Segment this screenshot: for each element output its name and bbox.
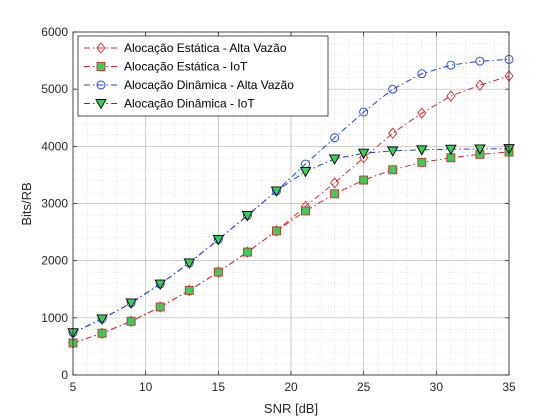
x-tick-label: 10 [139,380,153,394]
data-point [359,175,369,185]
data-point [241,211,254,222]
x-tick-label: 35 [502,380,516,394]
data-point [446,90,456,102]
data-point [212,235,225,246]
x-axis-ticks: 5 10 15 20 25 30 35 [70,32,516,394]
data-point [359,152,369,164]
legend-label: Alocação Estática - Alta Vazão [124,41,287,55]
legend-item-2: Alocação Estática - IoT [84,60,248,74]
y-tick-label: 5000 [41,82,68,96]
data-point [330,177,340,189]
legend-item-4: Alocação Dinâmica - IoT [84,97,255,111]
data-point [97,328,107,338]
data-point [242,247,252,257]
data-point [155,302,165,312]
legend-marker [96,42,106,54]
data-point [445,144,457,156]
legend-box [77,35,329,117]
y-tick-label: 6000 [41,25,68,39]
x-tick-label: 5 [70,380,77,394]
data-point [475,79,485,91]
x-tick-label: 30 [430,380,444,394]
data-point [301,206,310,216]
x-tick-label: 20 [284,380,298,394]
data-point [417,69,427,79]
legend-item-1: Alocação Estática - Alta Vazão [84,41,287,55]
data-point [330,189,340,199]
series-line-2 [72,151,510,344]
data-point [96,314,108,325]
data-point [184,285,194,295]
data-point [388,127,398,139]
data-point [126,316,136,326]
y-tick-label: 2000 [41,254,68,268]
y-tick-label: 4000 [41,139,68,153]
data-point [416,145,428,156]
data-point [270,186,283,197]
data-point [357,148,370,160]
series-line-4 [72,148,510,334]
data-point [330,133,340,143]
data-point [386,146,399,157]
legend: Alocação Estática - Alta Vazão Alocação E… [77,35,329,117]
data-point [388,84,398,94]
data-point [328,154,341,165]
data-point [272,226,281,236]
x-tick-label: 25 [357,380,371,394]
data-point [154,279,166,291]
x-tick-label: 15 [212,380,226,394]
data-point [213,267,223,277]
x-axis-label: SNR [dB] [264,401,318,416]
data-point [125,298,137,309]
legend-marker [96,80,106,90]
y-tick-label: 1000 [41,311,68,325]
data-point [388,165,398,175]
y-tick-label: 3000 [41,197,68,211]
y-tick-label: 0 [61,368,68,382]
y-axis-ticks: 0 1000 2000 3000 4000 5000 6000 [41,25,509,382]
legend-label: Alocação Dinâmica - Alta Vazão [124,78,294,92]
data-point [446,60,456,70]
series-line-1 [72,75,510,344]
legend-marker [96,62,106,71]
data-point [417,157,427,167]
data-point [475,56,485,66]
legend-item-3: Alocação Dinâmica - Alta Vazão [84,78,294,92]
legend-label: Alocação Dinâmica - IoT [124,97,255,111]
data-point [359,107,369,117]
data-point [474,144,486,155]
legend-label: Alocação Estática - IoT [124,60,248,74]
data-point [417,107,427,119]
y-axis-label: Bits/RB [19,182,34,225]
legend-marker [95,99,107,110]
data-point [299,167,312,178]
data-point [183,258,196,269]
